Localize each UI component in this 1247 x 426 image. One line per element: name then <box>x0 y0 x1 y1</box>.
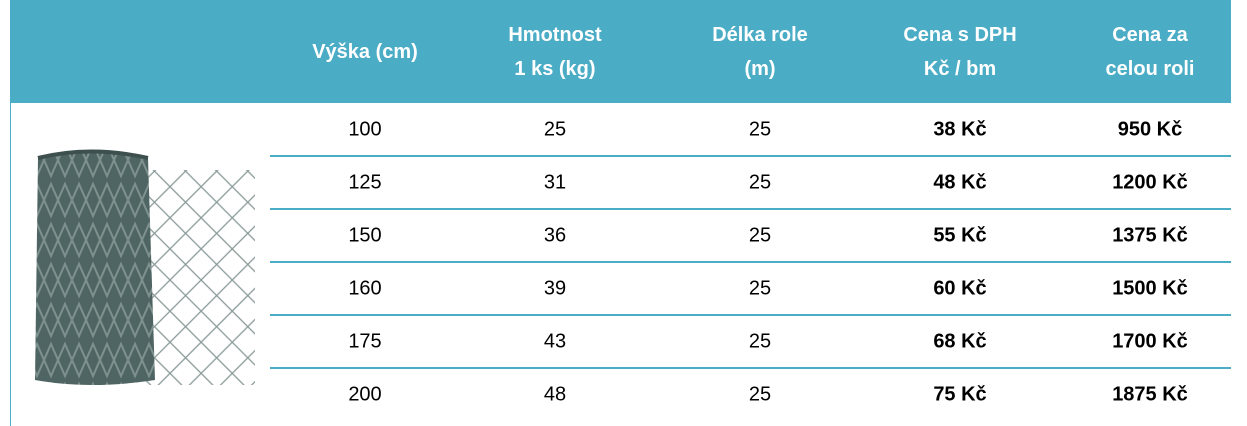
table-cell: 36 <box>544 224 566 247</box>
table-cell: 1500 Kč <box>1112 277 1188 300</box>
header-cell: Výška (cm) <box>312 0 418 103</box>
table-cell: 25 <box>749 330 771 353</box>
header-text: (m) <box>744 52 775 86</box>
table-cell: 25 <box>749 171 771 194</box>
left-border <box>10 103 11 426</box>
row-separator <box>270 261 1231 263</box>
fence-roll-image <box>30 140 260 390</box>
table-cell: 25 <box>749 224 771 247</box>
table-cell: 38 Kč <box>933 118 986 141</box>
table-cell: 125 <box>348 171 381 194</box>
header-text: Cena s DPH <box>903 18 1016 52</box>
table-cell: 25 <box>749 277 771 300</box>
header-text: celou roli <box>1106 52 1195 86</box>
header-text: Výška (cm) <box>312 35 418 69</box>
table-cell: 25 <box>544 118 566 141</box>
table-cell: 1875 Kč <box>1112 383 1188 406</box>
table-cell: 160 <box>348 277 381 300</box>
table-cell: 1700 Kč <box>1112 330 1188 353</box>
table-cell: 68 Kč <box>933 330 986 353</box>
row-separator <box>270 208 1231 210</box>
row-separator <box>270 314 1231 316</box>
table-cell: 950 Kč <box>1118 118 1183 141</box>
table-cell: 60 Kč <box>933 277 986 300</box>
header-text: Cena za <box>1112 18 1188 52</box>
table-cell: 175 <box>348 330 381 353</box>
table-page: Výška (cm) Hmotnost1 ks (kg) Délka role(m)… <box>0 0 1247 426</box>
table-cell: 100 <box>348 118 381 141</box>
header-text: 1 ks (kg) <box>514 52 595 86</box>
table-cell: 31 <box>544 171 566 194</box>
table-cell: 75 Kč <box>933 383 986 406</box>
table-cell: 39 <box>544 277 566 300</box>
table-cell: 43 <box>544 330 566 353</box>
table-cell: 55 Kč <box>933 224 986 247</box>
table-cell: 25 <box>749 383 771 406</box>
table-cell: 200 <box>348 383 381 406</box>
table-cell: 150 <box>348 224 381 247</box>
header-cell: Délka role(m) <box>712 0 808 103</box>
header-text: Délka role <box>712 18 808 52</box>
row-separator <box>270 367 1231 369</box>
row-separator <box>270 155 1231 157</box>
table-cell: 25 <box>749 118 771 141</box>
table-cell: 48 Kč <box>933 171 986 194</box>
table-cell: 1200 Kč <box>1112 171 1188 194</box>
table-cell: 48 <box>544 383 566 406</box>
header-text: Hmotnost <box>508 18 601 52</box>
header-text: Kč / bm <box>924 52 996 86</box>
table-cell: 1375 Kč <box>1112 224 1188 247</box>
